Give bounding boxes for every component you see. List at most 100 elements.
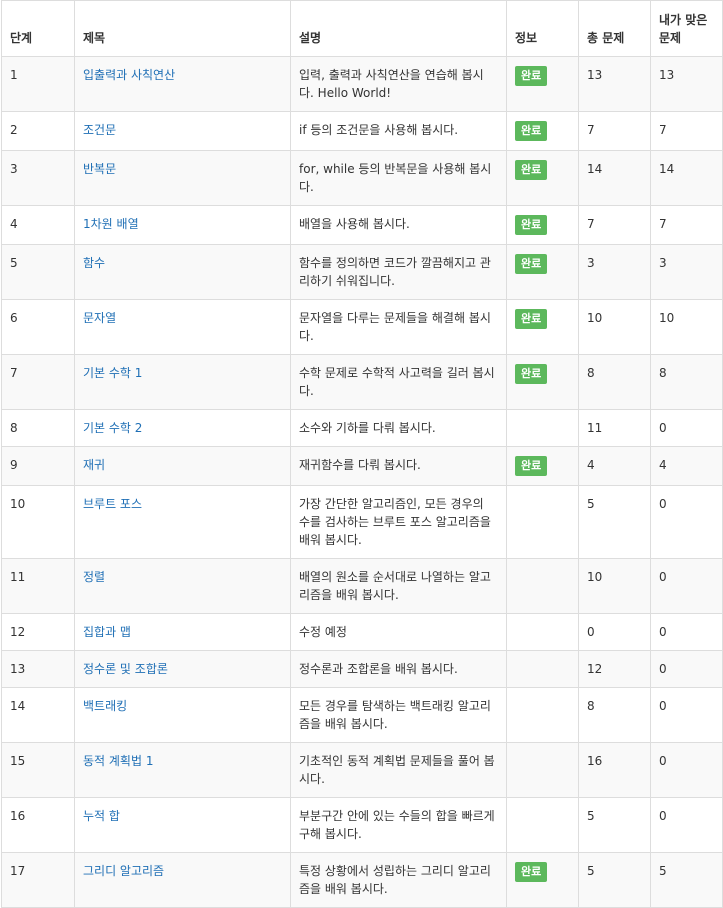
step-number: 15 <box>1 742 75 798</box>
total-problems: 3 <box>578 244 651 300</box>
total-problems: 4 <box>578 446 651 486</box>
step-info-cell: 완료 <box>506 150 579 206</box>
status-badge: 완료 <box>515 456 548 476</box>
step-description: 함수를 정의하면 코드가 깔끔해지고 관리하기 쉬워집니다. <box>290 244 507 300</box>
step-info-cell <box>506 742 579 798</box>
step-number: 3 <box>1 150 75 206</box>
step-title-cell: 집합과 맵 <box>74 613 291 651</box>
step-title-link[interactable]: 1차원 배열 <box>83 217 139 231</box>
step-info-cell: 완료 <box>506 244 579 300</box>
step-title-link[interactable]: 브루트 포스 <box>83 497 143 511</box>
status-badge: 완료 <box>515 309 548 329</box>
total-problems: 0 <box>578 613 651 651</box>
total-problems: 8 <box>578 354 651 410</box>
step-description: 수정 예정 <box>290 613 507 651</box>
solved-problems: 7 <box>650 205 723 245</box>
step-title-cell: 입출력과 사칙연산 <box>74 56 291 112</box>
step-info-cell: 완료 <box>506 299 579 355</box>
step-info-cell <box>506 558 579 614</box>
step-description: 모든 경우를 탐색하는 백트래킹 알고리즘을 배워 봅시다. <box>290 687 507 743</box>
status-badge: 완료 <box>515 254 548 274</box>
step-info-cell: 완료 <box>506 354 579 410</box>
step-title-link[interactable]: 동적 계획법 1 <box>83 754 154 768</box>
table-row: 5 함수 함수를 정의하면 코드가 깔끔해지고 관리하기 쉬워집니다. 완료 3 3 <box>1 244 723 300</box>
step-title-cell: 반복문 <box>74 150 291 206</box>
table-row: 9 재귀 재귀함수를 다뤄 봅시다. 완료 4 4 <box>1 446 723 486</box>
step-description: 가장 간단한 알고리즘인, 모든 경우의 수를 검사하는 브루트 포스 알고리즘… <box>290 485 507 559</box>
step-info-cell: 완료 <box>506 446 579 486</box>
step-number: 5 <box>1 244 75 300</box>
status-badge: 완료 <box>515 66 548 86</box>
solved-problems: 7 <box>650 111 723 151</box>
step-number: 6 <box>1 299 75 355</box>
solved-problems: 13 <box>650 56 723 112</box>
step-description: 특정 상황에서 성립하는 그리디 알고리즘을 배워 봅시다. <box>290 852 507 908</box>
step-info-cell <box>506 409 579 447</box>
solved-problems: 14 <box>650 150 723 206</box>
total-problems: 12 <box>578 650 651 688</box>
step-number: 13 <box>1 650 75 688</box>
step-description: 부분구간 안에 있는 수들의 합을 빠르게 구해 봅시다. <box>290 797 507 853</box>
step-title-link[interactable]: 함수 <box>83 256 106 270</box>
header-step: 단계 <box>1 0 75 57</box>
total-problems: 5 <box>578 852 651 908</box>
total-problems: 10 <box>578 299 651 355</box>
step-title-link[interactable]: 정수론 및 조합론 <box>83 662 168 676</box>
step-title-link[interactable]: 입출력과 사칙연산 <box>83 68 176 82</box>
header-description: 설명 <box>290 0 507 57</box>
step-title-link[interactable]: 문자열 <box>83 311 117 325</box>
step-description: 배열의 원소를 순서대로 나열하는 알고리즘을 배워 봅시다. <box>290 558 507 614</box>
step-title-cell: 1차원 배열 <box>74 205 291 245</box>
step-number: 10 <box>1 485 75 559</box>
total-problems: 10 <box>578 558 651 614</box>
step-title-link[interactable]: 재귀 <box>83 458 106 472</box>
step-info-cell <box>506 650 579 688</box>
step-title-cell: 함수 <box>74 244 291 300</box>
step-title-link[interactable]: 백트래킹 <box>83 699 128 713</box>
header-row: 단계 제목 설명 정보 총 문제 내가 맞은 문제 <box>1 0 723 57</box>
step-title-link[interactable]: 조건문 <box>83 123 117 137</box>
step-number: 16 <box>1 797 75 853</box>
step-title-cell: 브루트 포스 <box>74 485 291 559</box>
total-problems: 8 <box>578 687 651 743</box>
step-number: 4 <box>1 205 75 245</box>
step-title-link[interactable]: 집합과 맵 <box>83 625 131 639</box>
solved-problems: 10 <box>650 299 723 355</box>
total-problems: 13 <box>578 56 651 112</box>
solved-problems: 0 <box>650 797 723 853</box>
step-info-cell: 완료 <box>506 56 579 112</box>
step-number: 8 <box>1 409 75 447</box>
solved-problems: 8 <box>650 354 723 410</box>
table-row: 13 정수론 및 조합론 정수론과 조합론을 배워 봅시다. 12 0 <box>1 650 723 688</box>
step-title-link[interactable]: 기본 수학 1 <box>83 366 143 380</box>
total-problems: 7 <box>578 111 651 151</box>
table-row: 1 입출력과 사칙연산 입력, 출력과 사칙연산을 연습해 봅시다. Hello W… <box>1 56 723 112</box>
step-info-cell: 완료 <box>506 205 579 245</box>
total-problems: 5 <box>578 485 651 559</box>
table-row: 12 집합과 맵 수정 예정 0 0 <box>1 613 723 651</box>
step-number: 11 <box>1 558 75 614</box>
step-number: 9 <box>1 446 75 486</box>
step-number: 14 <box>1 687 75 743</box>
step-title-link[interactable]: 반복문 <box>83 162 117 176</box>
table-row: 16 누적 합 부분구간 안에 있는 수들의 합을 빠르게 구해 봅시다. 5 0 <box>1 797 723 853</box>
step-title-cell: 그리디 알고리즘 <box>74 852 291 908</box>
solved-problems: 4 <box>650 446 723 486</box>
status-badge: 완료 <box>515 862 548 882</box>
step-number: 1 <box>1 56 75 112</box>
step-title-link[interactable]: 기본 수학 2 <box>83 421 143 435</box>
header-solved: 내가 맞은 문제 <box>650 0 723 57</box>
step-title-link[interactable]: 누적 합 <box>83 809 120 823</box>
solved-problems: 0 <box>650 650 723 688</box>
step-description: 문자열을 다루는 문제들을 해결해 봅시다. <box>290 299 507 355</box>
header-info: 정보 <box>506 0 579 57</box>
step-title-link[interactable]: 정렬 <box>83 570 106 584</box>
table-row: 7 기본 수학 1 수학 문제로 수학적 사고력을 길러 봅시다. 완료 8 8 <box>1 354 723 410</box>
step-title-link[interactable]: 그리디 알고리즘 <box>83 864 165 878</box>
step-title-cell: 재귀 <box>74 446 291 486</box>
step-title-cell: 문자열 <box>74 299 291 355</box>
step-info-cell <box>506 687 579 743</box>
step-description: 배열을 사용해 봅시다. <box>290 205 507 245</box>
total-problems: 7 <box>578 205 651 245</box>
